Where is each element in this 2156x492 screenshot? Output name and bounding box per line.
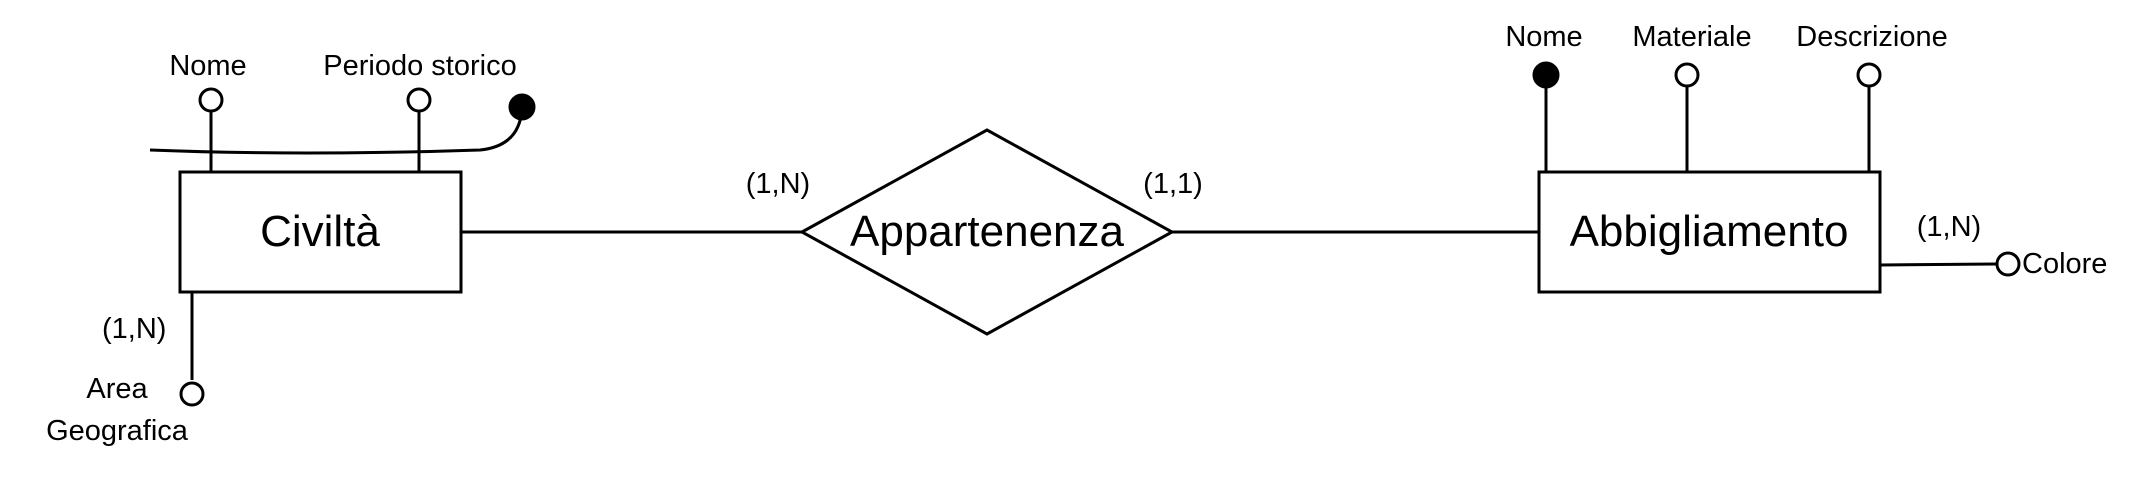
- entity-civilta-box: [178, 170, 463, 294]
- identifier-nome-circle: [1532, 61, 1560, 89]
- entity-civilta: Nome Periodo storico Civiltà (1,N) Area …: [46, 50, 536, 447]
- relationship-diamond: [798, 128, 1176, 336]
- attribute-periodo-label: Periodo storico: [323, 50, 516, 82]
- identifier-circle: [508, 93, 536, 121]
- attribute-nome-circle: [198, 87, 224, 113]
- attribute-area-cardinality: (1,N): [102, 313, 166, 345]
- entity-abbigliamento: Nome Materiale Descrizione Abbigliamento…: [1505, 21, 2107, 294]
- attribute-descrizione-label: Descrizione: [1796, 21, 1948, 53]
- composite-identifier-curve: [149, 107, 524, 155]
- attribute-area-label-line2: Geografica: [46, 415, 189, 447]
- entity-abbigliamento-box: [1537, 170, 1882, 294]
- attribute-area-label-line1: Area: [86, 373, 148, 405]
- attribute-materiale-circle: [1674, 62, 1700, 88]
- attribute-colore-label: Colore: [2022, 248, 2107, 280]
- attribute-area-circle: [179, 381, 205, 407]
- cardinality-abbigliamento: (1,1): [1143, 168, 1203, 200]
- entity-abbigliamento-label: Abbigliamento: [1570, 207, 1849, 256]
- entity-civilta-label: Civiltà: [260, 207, 380, 256]
- attribute-nome-label: Nome: [1505, 21, 1582, 53]
- attribute-descrizione-circle: [1856, 62, 1882, 88]
- attribute-nome-label: Nome: [169, 50, 246, 82]
- attribute-materiale-label: Materiale: [1632, 21, 1751, 53]
- attr-line-colore: [1879, 262, 1997, 267]
- relationship-appartenenza: Appartenenza (1,N) (1,1): [461, 128, 1541, 336]
- attribute-periodo-circle: [406, 87, 432, 113]
- attribute-colore-cardinality: (1,N): [1917, 211, 1981, 243]
- relationship-label: Appartenenza: [850, 207, 1125, 256]
- cardinality-civilta: (1,N): [746, 168, 810, 200]
- attribute-colore-circle: [1995, 251, 2021, 277]
